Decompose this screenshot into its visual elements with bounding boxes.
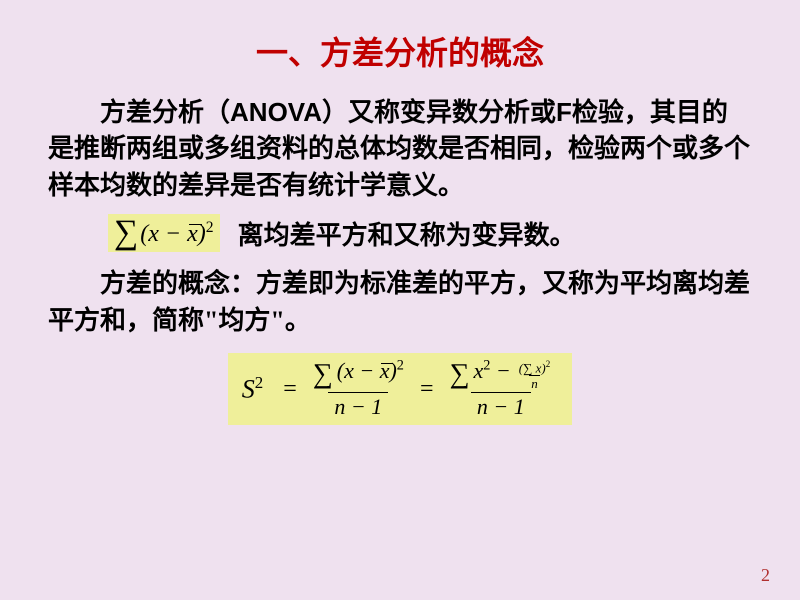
- p1-seg1: 方差分析（: [100, 98, 230, 127]
- slide-title: 一、方差分析的概念: [48, 28, 752, 74]
- p1-seg2: ）又称变异数分析或: [322, 98, 556, 127]
- s-squared: S2: [242, 373, 263, 405]
- formula-1-caption: 离均差平方和又称为变异数。: [238, 215, 576, 252]
- page-number: 2: [761, 565, 770, 586]
- p1-f: F: [556, 97, 572, 127]
- frac-1: ∑ (x − x)2 n − 1: [307, 357, 410, 421]
- mini-frac: (∑ x)2 n: [517, 360, 552, 390]
- paragraph-1: 方差分析（ANOVA）又称变异数分析或F检验，其目的是推断两组或多组资料的总体均…: [48, 94, 752, 204]
- paragraph-2: 方差的概念：方差即为标准差的平方，又称为平均离均差平方和，简称"均方"。: [48, 266, 752, 339]
- sigma-symbol: ∑: [114, 216, 138, 250]
- formula-1-body: (x − x)2: [140, 219, 213, 248]
- var-x: x: [148, 221, 159, 247]
- p1-anova: ANOVA: [230, 97, 322, 127]
- denom-1: n − 1: [328, 392, 388, 421]
- formula-2: S2 = ∑ (x − x)2 n − 1 = ∑ x2 − (∑ x)2 n …: [228, 353, 572, 426]
- exp-2: 2: [206, 219, 214, 236]
- denom-2: n − 1: [471, 392, 531, 421]
- frac-2: ∑ x2 − (∑ x)2 n n − 1: [443, 357, 558, 422]
- var-xbar: x: [187, 221, 198, 248]
- equals-1: =: [283, 376, 297, 403]
- formula-1-row: ∑ (x − x)2 离均差平方和又称为变异数。: [108, 214, 752, 252]
- formula-1: ∑ (x − x)2: [108, 214, 220, 252]
- s-exp: 2: [255, 373, 263, 392]
- equals-2: =: [420, 376, 434, 403]
- formula-2-row: S2 = ∑ (x − x)2 n − 1 = ∑ x2 − (∑ x)2 n …: [48, 353, 752, 426]
